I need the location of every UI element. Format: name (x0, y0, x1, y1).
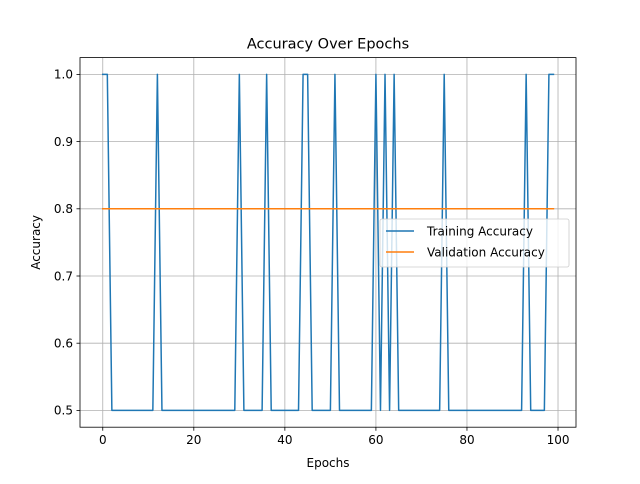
legend: Training Accuracy Validation Accuracy (379, 218, 570, 268)
x-axis-label: Epochs (307, 456, 350, 470)
x-tick-label: 20 (186, 433, 201, 447)
y-tick-label: 0.7 (54, 269, 73, 283)
plot-frame (79, 57, 577, 428)
training-accuracy-line (102, 73, 555, 412)
series-layer (102, 73, 555, 412)
ticks: 0 20 40 60 80 100 0.5 0.6 0.7 0.8 0.9 1.0 (54, 68, 570, 448)
y-axis-label: Accuracy (29, 215, 43, 270)
y-tick-label: 0.6 (54, 337, 73, 351)
y-tick-label: 0.9 (54, 135, 73, 149)
y-tick-label: 1.0 (54, 68, 73, 82)
x-tick-label: 0 (99, 433, 107, 447)
x-tick-label: 40 (277, 433, 292, 447)
legend-label-validation: Validation Accuracy (427, 246, 545, 260)
y-tick-label: 0.5 (54, 404, 73, 418)
x-tick-label: 80 (459, 433, 474, 447)
x-tick-label: 60 (368, 433, 383, 447)
chart-title: Accuracy Over Epochs (247, 37, 409, 53)
legend-box (379, 218, 570, 268)
y-tick-label: 0.8 (54, 202, 73, 216)
legend-label-training: Training Accuracy (426, 225, 533, 239)
x-tick-label: 100 (547, 433, 570, 447)
